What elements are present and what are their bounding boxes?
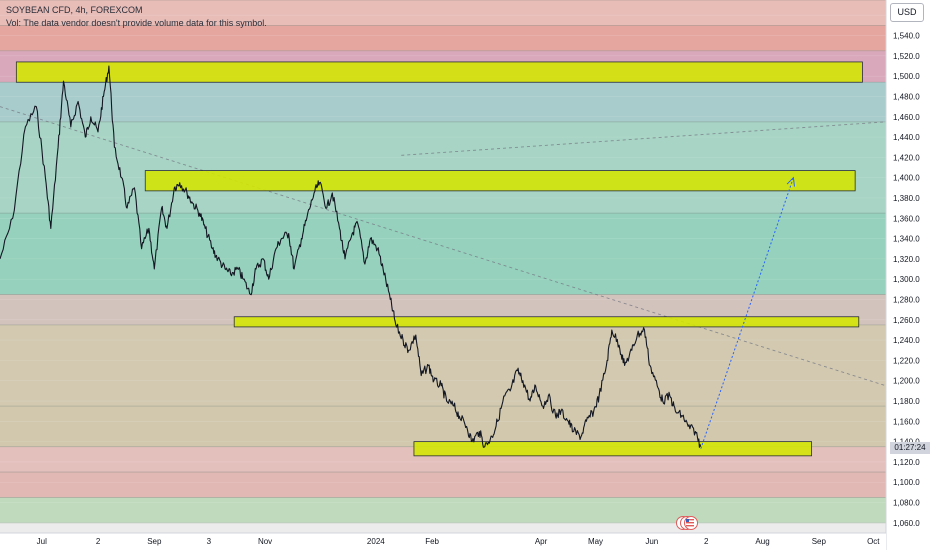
symbol-title[interactable]: SOYBEAN CFD, 4h, FOREXCOM	[6, 5, 143, 15]
y-tick-label: 1,500.0	[893, 72, 920, 81]
y-tick-label: 1,240.0	[893, 336, 920, 345]
volume-note: Vol: The data vendor doesn't provide vol…	[6, 18, 267, 28]
y-tick-label: 1,100.0	[893, 478, 920, 487]
price-band	[0, 522, 886, 533]
y-tick-label: 1,400.0	[893, 174, 920, 183]
price-band	[0, 0, 886, 26]
x-tick-label: 2	[704, 537, 709, 546]
y-tick-label: 1,480.0	[893, 92, 920, 101]
y-tick-label: 1,280.0	[893, 295, 920, 304]
support-resistance-zones[interactable]	[15, 61, 863, 457]
price-line[interactable]	[0, 65, 702, 448]
zone-rectangle[interactable]	[144, 170, 856, 192]
x-tick-label: Jul	[37, 537, 47, 546]
price-band	[0, 472, 886, 498]
y-axis-background	[886, 0, 932, 550]
us-flag-icon[interactable]	[676, 516, 698, 530]
zone-rectangle[interactable]	[233, 316, 860, 328]
x-tick-label: 2	[96, 537, 101, 546]
price-band	[0, 121, 886, 214]
y-tick-label: 1,420.0	[893, 153, 920, 162]
x-tick-label: Aug	[755, 537, 769, 546]
y-tick-label: 1,440.0	[893, 133, 920, 142]
zone-rectangle[interactable]	[15, 61, 863, 83]
price-band	[0, 82, 886, 122]
y-tick-label: 1,220.0	[893, 356, 920, 365]
y-tick-label: 1,060.0	[893, 519, 920, 528]
zone-rectangle[interactable]	[413, 441, 812, 457]
trendlines[interactable]	[0, 106, 887, 387]
y-tick-label: 1,260.0	[893, 316, 920, 325]
projection-arrow[interactable]	[700, 176, 795, 449]
y-tick-label: 1,120.0	[893, 458, 920, 467]
x-tick-label: 2024	[367, 537, 385, 546]
y-axis[interactable]: 1,060.01,080.01,100.01,120.01,140.01,160…	[885, 0, 932, 550]
x-tick-label: Jun	[645, 537, 658, 546]
price-band	[0, 497, 886, 523]
y-tick-label: 1,380.0	[893, 194, 920, 203]
x-tick-label: Sep	[147, 537, 162, 546]
price-band	[0, 213, 886, 295]
y-tick-label: 1,320.0	[893, 255, 920, 264]
x-tick-label: May	[588, 537, 603, 546]
currency-button[interactable]: USD	[890, 3, 924, 22]
dashed-trendline[interactable]	[401, 121, 887, 156]
y-tick-label: 1,180.0	[893, 397, 920, 406]
y-tick-label: 1,300.0	[893, 275, 920, 284]
y-tick-label: 1,520.0	[893, 52, 920, 61]
y-tick-label: 1,340.0	[893, 235, 920, 244]
y-tick-label: 1,080.0	[893, 499, 920, 508]
y-tick-label: 1,360.0	[893, 214, 920, 223]
x-tick-label: Apr	[535, 537, 548, 546]
projection-arrowhead	[786, 176, 795, 187]
price-band	[0, 406, 886, 447]
price-band	[0, 324, 886, 407]
bar-countdown-badge: 01:27:24	[890, 442, 930, 454]
x-tick-label: Sep	[812, 537, 827, 546]
x-axis-background	[0, 533, 886, 550]
price-series[interactable]	[0, 65, 702, 448]
x-tick-label: Nov	[258, 537, 272, 546]
y-tick-label: 1,200.0	[893, 377, 920, 386]
y-tick-label: 1,160.0	[893, 417, 920, 426]
price-band	[0, 25, 886, 51]
x-tick-label: 3	[207, 537, 212, 546]
x-tick-label: Feb	[425, 537, 439, 546]
y-tick-label: 1,460.0	[893, 113, 920, 122]
dashed-trendline[interactable]	[0, 106, 887, 387]
x-axis[interactable]: Jul 2 Sep 3 Nov 2024 Feb Apr May Jun 2 Aug Sep Oct	[0, 532, 886, 550]
y-tick-label: 1,540.0	[893, 32, 920, 41]
x-tick-label: Oct	[867, 537, 880, 546]
